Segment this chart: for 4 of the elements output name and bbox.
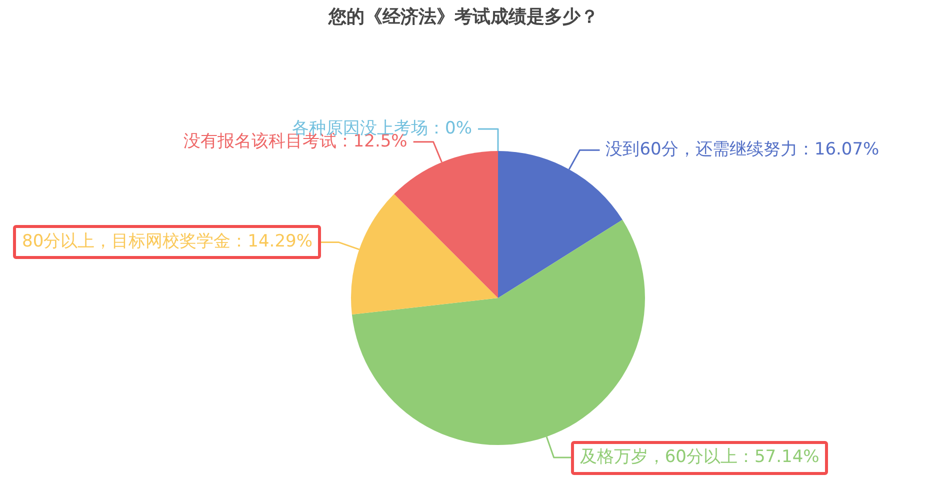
chart-title: 您的《经济法》考试成绩是多少？ [328, 6, 598, 28]
slice-label: 及格万岁，60分以上：57.14% [580, 446, 820, 467]
slice-label: 没到60分，还需继续努力：16.07% [606, 140, 880, 160]
slice-label: 80分以上，目标网校奖学金：14.29% [22, 232, 312, 252]
